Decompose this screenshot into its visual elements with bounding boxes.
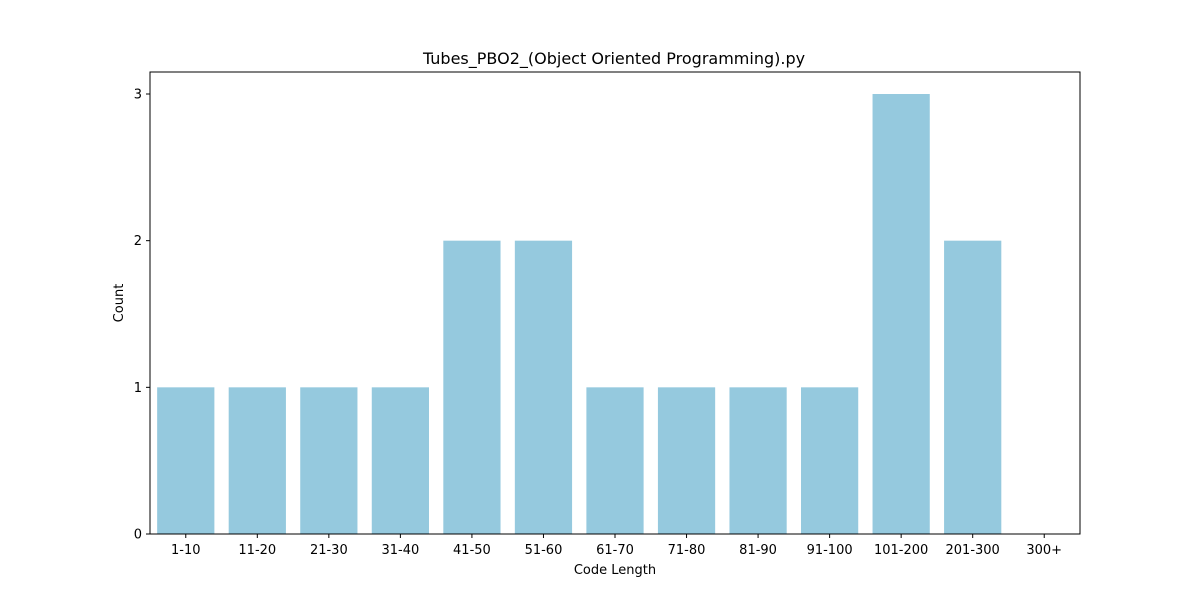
- x-tick-label: 201-300: [946, 543, 1000, 558]
- bar-41-50: [443, 240, 501, 534]
- x-tick-label: 71-80: [668, 543, 706, 558]
- bar-61-70: [586, 387, 644, 534]
- y-tick-label: 1: [134, 381, 142, 396]
- y-axis-ticks: 0 1 2 3: [134, 88, 150, 543]
- bar-71-80: [657, 387, 716, 534]
- x-tick-label: 1-10: [171, 543, 201, 558]
- bar-91-100: [801, 387, 859, 534]
- x-tick-label: 101-200: [874, 543, 928, 558]
- x-tick-label: 41-50: [453, 543, 491, 558]
- bar-31-40: [371, 387, 429, 534]
- bar-51-60: [514, 240, 573, 534]
- y-tick-label: 0: [134, 528, 142, 543]
- y-tick-label: 3: [134, 88, 142, 103]
- x-tick-label: 11-20: [238, 543, 276, 558]
- x-axis-label: Code Length: [574, 563, 656, 578]
- chart-title: Tubes_PBO2_(Object Oriented Programming)…: [422, 49, 805, 69]
- x-tick-label: 31-40: [381, 543, 419, 558]
- bars-group: [157, 94, 1002, 534]
- x-tick-label: 300+: [1026, 543, 1062, 558]
- x-tick-label: 81-90: [739, 543, 777, 558]
- x-tick-label: 51-60: [525, 543, 563, 558]
- bar-11-20: [228, 387, 286, 534]
- bar-1-10: [157, 387, 215, 534]
- x-tick-label: 91-100: [807, 543, 853, 558]
- y-axis-label: Count: [112, 284, 127, 323]
- bar-101-200: [872, 94, 930, 534]
- bar-21-30: [300, 387, 358, 534]
- bar-201-300: [944, 240, 1002, 534]
- x-axis-ticks: 1-10 11-20 21-30 31-40 41-50 51-60 61-70 71-80 8…: [171, 534, 1062, 558]
- x-tick-label: 61-70: [596, 543, 634, 558]
- bar-81-90: [729, 387, 787, 534]
- y-tick-label: 2: [134, 234, 142, 249]
- x-tick-label: 21-30: [310, 543, 348, 558]
